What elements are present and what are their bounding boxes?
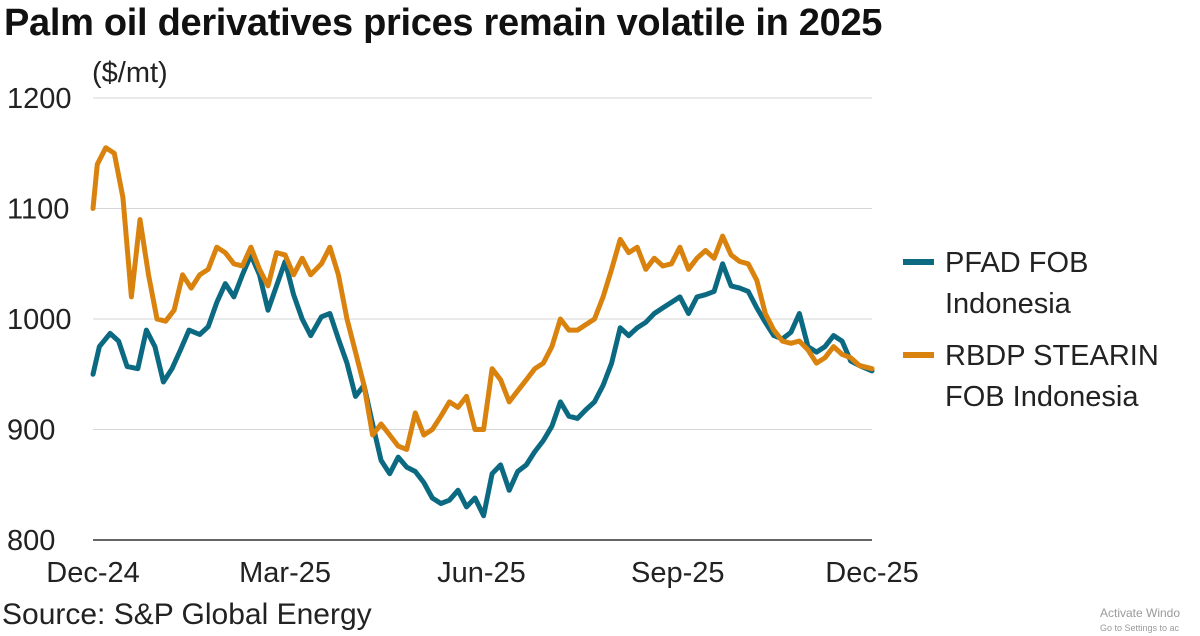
y-axis: ($/mt) 800 900 1000 1100 1200 (7, 57, 168, 557)
x-tick-label: Dec-25 (825, 557, 919, 589)
legend-label-2: RBDP STEARIN (945, 340, 1159, 372)
legend-label-1: PFAD FOB (945, 247, 1088, 279)
legend-label-2: FOB Indonesia (945, 381, 1139, 413)
y-tick-label: 1100 (7, 194, 69, 226)
os-watermark: Activate Windo Go to Settings to ac (1100, 606, 1180, 636)
source-note: Source: S&P Global Energy (2, 598, 372, 631)
watermark-line-1: Activate Windo (1100, 606, 1181, 620)
series-lines (90, 145, 875, 519)
series-line-1 (90, 252, 875, 519)
y-tick-label: 800 (7, 525, 55, 557)
x-tick-label: Jun-25 (437, 557, 526, 589)
x-tick-label: Mar-25 (239, 557, 331, 589)
y-tick-label: 900 (7, 415, 55, 447)
legend: PFAD FOB Indonesia RBDP STEARIN FOB Indones… (903, 247, 1159, 413)
series-line-2 (90, 145, 875, 452)
x-axis: Dec-24 Mar-25 Jun-25 Sep-25 Dec-25 (46, 557, 919, 589)
y-unit-label: ($/mt) (92, 57, 168, 89)
x-tick-label: Dec-24 (46, 557, 140, 589)
watermark-line-2: Go to Settings to ac (1100, 623, 1180, 633)
legend-label-1: Indonesia (945, 288, 1072, 320)
y-tick-label: 1200 (7, 83, 72, 115)
x-tick-label: Sep-25 (631, 557, 725, 589)
chart-title: Palm oil derivatives prices remain volat… (4, 2, 883, 44)
y-tick-label: 1000 (7, 304, 72, 336)
